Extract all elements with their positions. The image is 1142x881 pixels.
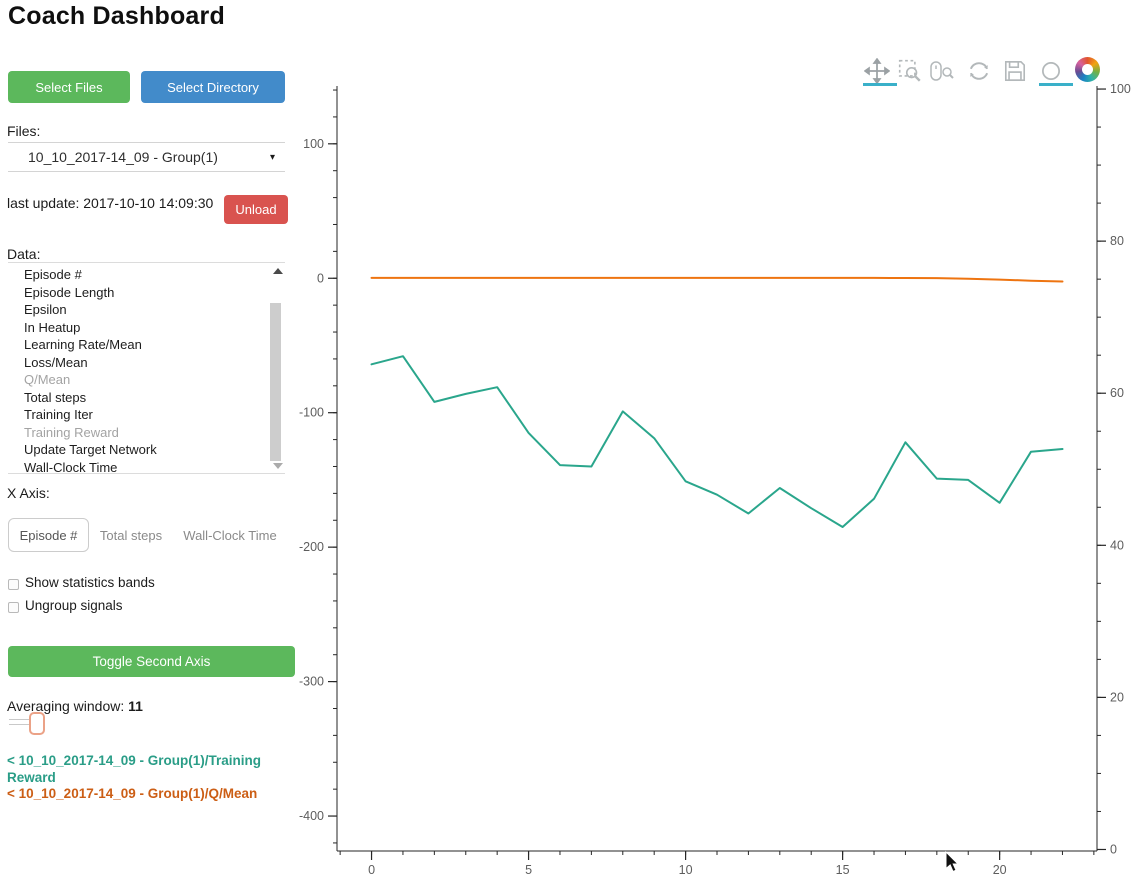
legend-entry-q-mean[interactable]: < 10_10_2017-14_09 - Group(1)/Q/Mean bbox=[7, 786, 258, 801]
svg-text:60: 60 bbox=[1110, 386, 1124, 400]
legend: < 10_10_2017-14_09 - Group(1)/Training R… bbox=[7, 753, 303, 803]
svg-text:-400: -400 bbox=[299, 809, 324, 823]
show-statistics-bands-label: Show statistics bands bbox=[25, 575, 155, 590]
list-item[interactable]: Q/Mean bbox=[24, 372, 71, 387]
ungroup-signals-label: Ungroup signals bbox=[25, 598, 123, 613]
x-axis-option-episode[interactable]: Episode # bbox=[8, 518, 89, 552]
svg-text:20: 20 bbox=[993, 863, 1007, 877]
list-item[interactable]: Learning Rate/Mean bbox=[24, 337, 142, 352]
wheel-zoom-tool-icon[interactable] bbox=[928, 58, 954, 84]
svg-text:80: 80 bbox=[1110, 234, 1124, 248]
averaging-slider-handle[interactable] bbox=[29, 712, 45, 735]
toggle-second-axis-button[interactable]: Toggle Second Axis bbox=[8, 646, 295, 677]
list-item[interactable]: Wall-Clock Time bbox=[24, 459, 118, 474]
list-item[interactable]: In Heatup bbox=[24, 319, 81, 335]
svg-text:5: 5 bbox=[525, 863, 532, 877]
scrollbar-down-arrow-icon[interactable] bbox=[273, 463, 283, 469]
hover-tool-active-indicator bbox=[1039, 83, 1073, 86]
show-statistics-bands-checkbox[interactable] bbox=[8, 579, 19, 590]
list-item[interactable]: Episode Length bbox=[24, 284, 115, 300]
box-zoom-tool-icon[interactable] bbox=[897, 58, 923, 84]
svg-text:-100: -100 bbox=[299, 406, 324, 420]
unload-button[interactable]: Unload bbox=[224, 195, 288, 224]
select-files-button[interactable]: Select Files bbox=[8, 71, 130, 103]
list-item[interactable]: Training Iter bbox=[24, 407, 93, 422]
svg-text:0: 0 bbox=[368, 863, 375, 877]
data-listbox[interactable]: Episode # Episode Length Epsilon In Heat… bbox=[8, 262, 285, 474]
svg-text:0: 0 bbox=[317, 271, 324, 285]
save-tool-icon[interactable] bbox=[1002, 58, 1028, 84]
bokeh-logo-icon[interactable] bbox=[1075, 57, 1100, 82]
list-item[interactable]: Episode # bbox=[24, 267, 82, 282]
select-directory-button[interactable]: Select Directory bbox=[141, 71, 285, 103]
files-label: Files: bbox=[7, 123, 41, 139]
files-dropdown[interactable]: 10_10_2017-14_09 - Group(1) ▾ bbox=[8, 142, 285, 172]
svg-text:100: 100 bbox=[1110, 82, 1131, 96]
right-axis: 0 20 40 60 80 100 bbox=[1096, 82, 1131, 856]
files-dropdown-value: 10_10_2017-14_09 - Group(1) bbox=[28, 149, 218, 165]
list-item[interactable]: Epsilon bbox=[24, 302, 67, 317]
dropdown-caret-icon: ▾ bbox=[269, 152, 275, 163]
list-item[interactable]: Update Target Network bbox=[24, 442, 157, 457]
list-item[interactable]: Loss/Mean bbox=[24, 354, 88, 370]
left-axis: 100 0 -100 -200 -300 -400 bbox=[299, 86, 338, 851]
averaging-window-value: 11 bbox=[128, 698, 143, 714]
hover-tool-icon[interactable] bbox=[1038, 58, 1064, 84]
data-label: Data: bbox=[7, 246, 41, 262]
x-axis-option-wall-clock[interactable]: Wall-Clock Time bbox=[183, 527, 277, 543]
scrollbar-up-arrow-icon[interactable] bbox=[273, 268, 283, 274]
x-axis-option-total-steps[interactable]: Total steps bbox=[99, 527, 163, 543]
last-update-text: last update: 2017-10-10 14:09:30 bbox=[7, 195, 214, 211]
mouse-cursor bbox=[945, 850, 960, 873]
svg-text:15: 15 bbox=[836, 863, 850, 877]
svg-text:-300: -300 bbox=[299, 675, 324, 689]
scrollbar-thumb[interactable] bbox=[270, 303, 281, 461]
x-axis-label: X Axis: bbox=[7, 485, 50, 501]
legend-entry-training-reward[interactable]: < 10_10_2017-14_09 - Group(1)/Training R… bbox=[7, 753, 261, 785]
pan-tool-icon[interactable] bbox=[864, 58, 890, 84]
series-line bbox=[370, 355, 1064, 528]
ungroup-signals-checkbox[interactable] bbox=[8, 602, 19, 613]
svg-text:-200: -200 bbox=[299, 540, 324, 554]
svg-text:0: 0 bbox=[1110, 842, 1117, 856]
averaging-slider-track[interactable] bbox=[9, 719, 34, 725]
list-item[interactable]: Total steps bbox=[24, 389, 87, 405]
averaging-window-label: Averaging window: 11 bbox=[7, 698, 143, 714]
svg-text:40: 40 bbox=[1110, 538, 1124, 552]
svg-text:10: 10 bbox=[679, 863, 693, 877]
reset-tool-icon[interactable] bbox=[966, 58, 992, 84]
page-title: Coach Dashboard bbox=[8, 2, 225, 30]
svg-text:100: 100 bbox=[303, 137, 324, 151]
list-item[interactable]: Training Reward bbox=[24, 424, 119, 440]
x-axis: 0 5 10 15 20 bbox=[337, 850, 1097, 877]
series-line bbox=[370, 276, 1064, 283]
pan-tool-active-indicator bbox=[863, 83, 897, 86]
svg-text:20: 20 bbox=[1110, 690, 1124, 704]
